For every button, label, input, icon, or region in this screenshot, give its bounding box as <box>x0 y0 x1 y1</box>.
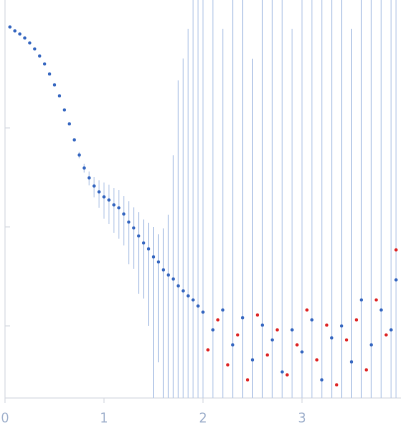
data-point <box>389 328 393 332</box>
data-point <box>226 363 230 367</box>
data-point <box>335 383 339 387</box>
data-point <box>236 333 240 337</box>
data-point <box>196 304 200 308</box>
data-point <box>394 248 398 252</box>
data-point <box>47 72 52 76</box>
data-point <box>255 313 260 317</box>
data-point <box>231 343 235 347</box>
data-point <box>245 378 250 382</box>
data-point <box>211 328 215 332</box>
data-point <box>67 122 71 126</box>
data-point <box>18 32 22 36</box>
data-point <box>206 348 210 352</box>
data-point <box>57 94 62 98</box>
data-point <box>132 226 136 230</box>
data-point <box>146 247 151 251</box>
data-point <box>171 277 175 281</box>
x-tick-label: 2 <box>199 412 207 427</box>
data-point <box>141 241 146 245</box>
data-point <box>384 333 388 337</box>
data-point <box>127 220 131 224</box>
data-point <box>216 318 220 322</box>
x-tick-label: 0 <box>1 412 9 427</box>
data-point <box>161 268 165 272</box>
data-point <box>359 298 363 302</box>
data-point <box>201 310 205 314</box>
data-point <box>102 195 106 199</box>
data-point <box>250 358 255 362</box>
data-point <box>305 308 309 312</box>
data-point <box>344 338 349 342</box>
data-point <box>275 328 279 332</box>
data-point <box>112 203 116 207</box>
data-point <box>97 190 101 194</box>
x-tick-label: 1 <box>100 412 108 427</box>
data-point <box>8 25 12 29</box>
data-point <box>92 184 96 188</box>
data-point <box>300 350 304 354</box>
data-point <box>38 54 42 58</box>
data-point <box>117 206 121 210</box>
data-point <box>374 298 378 302</box>
data-point <box>33 47 37 51</box>
data-point <box>260 323 264 327</box>
data-point <box>349 360 354 364</box>
data-point <box>151 255 156 259</box>
data-point <box>354 318 359 322</box>
x-tick-label: 3 <box>298 412 306 427</box>
data-point <box>285 373 289 377</box>
data-point <box>290 328 294 332</box>
data-point <box>52 83 57 87</box>
data-point <box>364 368 368 372</box>
data-point <box>62 108 66 112</box>
data-point <box>369 343 373 347</box>
data-point <box>137 234 141 238</box>
data-point <box>186 294 190 298</box>
data-point <box>240 316 245 320</box>
data-point <box>13 29 17 33</box>
data-point <box>191 298 195 302</box>
data-point <box>265 353 269 357</box>
data-point <box>270 338 274 342</box>
data-point <box>156 260 161 264</box>
data-point <box>280 370 284 374</box>
data-point <box>176 284 180 288</box>
data-point <box>42 62 47 66</box>
data-point <box>28 41 32 45</box>
data-point <box>310 318 314 322</box>
data-point <box>122 212 126 216</box>
data-point <box>320 378 324 382</box>
data-point <box>394 278 398 282</box>
data-point <box>181 289 185 293</box>
data-point <box>87 176 91 180</box>
data-point <box>295 343 299 347</box>
data-point <box>77 153 81 157</box>
data-point <box>107 198 111 202</box>
data-point <box>325 323 329 327</box>
data-point <box>72 138 76 142</box>
data-point <box>315 358 319 362</box>
data-point <box>166 273 170 277</box>
data-point <box>221 308 225 312</box>
data-point <box>23 36 27 40</box>
data-point <box>339 324 344 328</box>
data-point <box>82 166 86 170</box>
data-point <box>379 308 383 312</box>
data-point <box>330 336 334 340</box>
